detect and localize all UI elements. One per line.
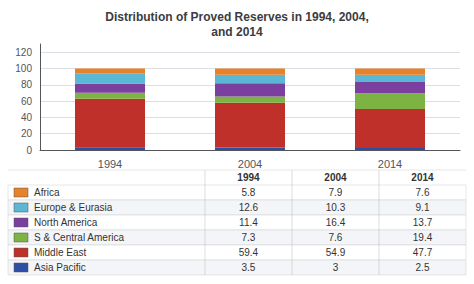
svg-text:5.8: 5.8 [241, 187, 255, 198]
svg-text:and 2014: and 2014 [211, 25, 263, 39]
svg-text:80: 80 [21, 79, 33, 90]
svg-text:60: 60 [21, 96, 33, 107]
svg-text:0: 0 [26, 145, 32, 156]
svg-text:120: 120 [15, 47, 32, 58]
svg-text:North America: North America [34, 217, 98, 228]
svg-text:Europe & Eurasia: Europe & Eurasia [34, 202, 113, 213]
svg-text:3.5: 3.5 [241, 262, 255, 273]
svg-text:S & Central America: S & Central America [34, 232, 124, 243]
svg-text:19.4: 19.4 [413, 232, 433, 243]
svg-text:2004: 2004 [238, 158, 262, 170]
svg-text:2004: 2004 [324, 172, 347, 183]
svg-text:1994: 1994 [98, 158, 122, 170]
svg-text:2.5: 2.5 [416, 262, 430, 273]
svg-text:100: 100 [15, 63, 32, 74]
svg-text:2014: 2014 [411, 172, 434, 183]
svg-text:54.9: 54.9 [326, 247, 346, 258]
svg-text:47.7: 47.7 [413, 247, 433, 258]
svg-text:Middle East: Middle East [34, 247, 86, 258]
svg-text:Africa: Africa [34, 187, 60, 198]
svg-text:7.6: 7.6 [329, 232, 343, 243]
svg-text:3: 3 [333, 262, 339, 273]
svg-text:Distribution of Proved Reserve: Distribution of Proved Reserves in 1994,… [105, 10, 368, 24]
svg-text:7.6: 7.6 [416, 187, 430, 198]
svg-text:12.6: 12.6 [239, 202, 259, 213]
svg-text:16.4: 16.4 [326, 217, 346, 228]
svg-text:10.3: 10.3 [326, 202, 346, 213]
svg-text:1994: 1994 [237, 172, 260, 183]
svg-text:59.4: 59.4 [239, 247, 259, 258]
svg-text:7.3: 7.3 [241, 232, 255, 243]
svg-text:7.9: 7.9 [329, 187, 343, 198]
svg-text:20: 20 [21, 128, 33, 139]
svg-text:11.4: 11.4 [239, 217, 258, 228]
svg-text:9.1: 9.1 [416, 202, 430, 213]
svg-text:Asia Pacific: Asia Pacific [34, 262, 86, 273]
svg-text:2014: 2014 [378, 158, 402, 170]
svg-text:13.7: 13.7 [413, 217, 433, 228]
svg-text:40: 40 [21, 112, 33, 123]
